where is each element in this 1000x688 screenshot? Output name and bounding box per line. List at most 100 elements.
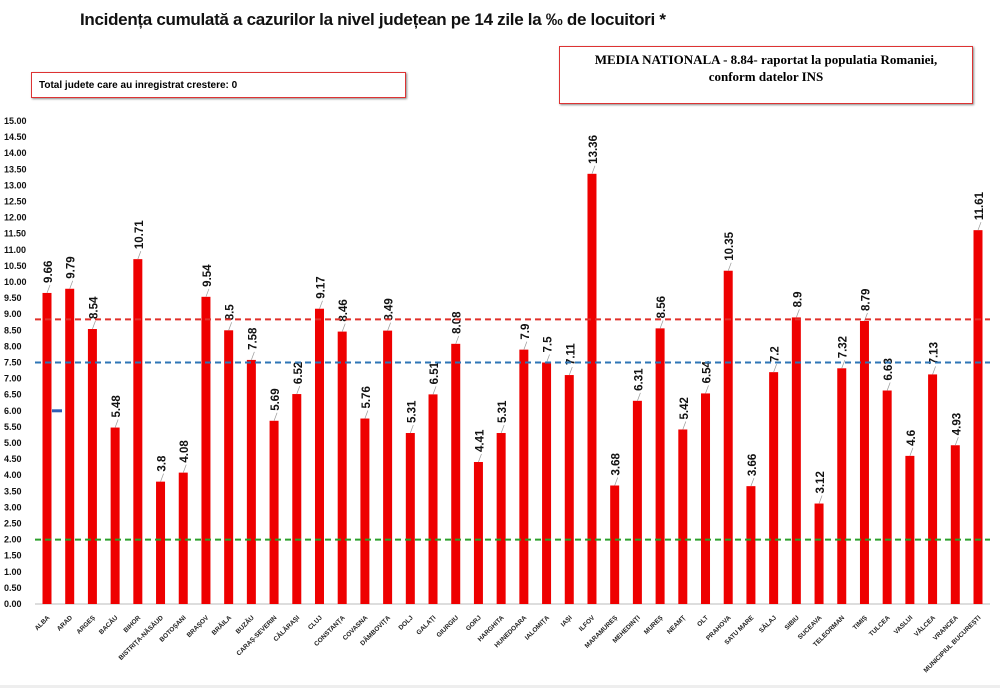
data-label: 4.6 (906, 430, 918, 446)
category-label: GIURGIU (436, 614, 461, 639)
bar (405, 433, 415, 604)
data-label-leader (228, 322, 232, 331)
bar (882, 390, 892, 604)
data-label: 7.5 (543, 336, 555, 353)
y-tick-label: 13.50 (4, 164, 27, 174)
data-label: 5.31 (497, 400, 509, 423)
counties-increase-box: Total judete care au inregistrat crester… (31, 72, 406, 98)
data-label: 6.31 (633, 368, 645, 391)
data-label-leader (341, 323, 346, 332)
data-label: 3.12 (815, 471, 827, 493)
bar (269, 420, 279, 604)
y-tick-label: 7.00 (4, 374, 22, 384)
data-label: 4.08 (179, 440, 191, 463)
bar (655, 328, 665, 604)
category-label: TULCEA (868, 614, 892, 638)
bar (837, 368, 847, 604)
bar (564, 375, 574, 604)
data-label-leader (568, 366, 573, 376)
data-label: 7.13 (929, 342, 941, 364)
y-tick-label: 3.00 (4, 502, 22, 512)
y-tick-label: 9.00 (4, 309, 22, 319)
category-label: GALAȚI (415, 614, 437, 636)
data-label-leader (705, 385, 709, 394)
data-label-leader (409, 424, 414, 434)
data-label: 8.49 (384, 298, 396, 320)
data-label-leader (432, 386, 437, 395)
data-label: 8.79 (860, 289, 872, 311)
bar (973, 230, 983, 604)
data-label-leader (546, 354, 550, 363)
data-label: 9.17 (315, 276, 327, 298)
data-label: 6.51 (429, 361, 441, 384)
y-tick-label: 8.50 (4, 325, 22, 335)
data-label: 8.46 (338, 299, 350, 321)
data-label: 6.52 (293, 362, 305, 384)
data-label-leader (864, 312, 868, 322)
chart-title: Incidența cumulată a cazurilor la nivel … (80, 10, 666, 29)
data-label-leader (500, 424, 505, 434)
y-tick-label: 4.50 (4, 454, 22, 464)
bar (905, 455, 915, 604)
category-label: SIBIU (784, 614, 801, 631)
data-label: 9.79 (66, 256, 78, 278)
data-label: 5.69 (270, 388, 282, 410)
bar (292, 394, 302, 604)
bar (950, 445, 960, 604)
y-tick-label: 5.00 (4, 438, 22, 448)
data-label: 8.5 (225, 304, 237, 321)
data-label-leader (637, 392, 641, 401)
bar (814, 503, 824, 604)
data-label: 5.42 (679, 397, 691, 419)
category-label: DOLJ (398, 614, 415, 631)
data-label-leader (773, 364, 777, 373)
bar (246, 359, 256, 604)
category-label: VASLUI (893, 614, 915, 636)
data-label-leader (523, 341, 528, 350)
category-label: MUREȘ (643, 614, 665, 636)
y-tick-label: 6.00 (4, 406, 22, 416)
category-label: NEAMȚ (666, 614, 687, 635)
data-label: 8.54 (88, 296, 100, 319)
data-label: 10.71 (134, 220, 146, 249)
data-label: 4.41 (474, 429, 486, 452)
category-label: ARAD (56, 614, 74, 632)
y-tick-label: 14.50 (4, 132, 27, 142)
bar (156, 481, 166, 604)
data-label: 8.08 (452, 311, 464, 334)
data-label: 11.61 (974, 191, 986, 220)
y-tick-label: 2.00 (4, 535, 22, 545)
data-label-leader (727, 262, 732, 271)
y-tick-label: 13.00 (4, 180, 27, 190)
data-label: 5.76 (361, 386, 373, 408)
data-label: 6.54 (702, 360, 714, 383)
bar (65, 288, 75, 604)
y-tick-label: 1.00 (4, 567, 22, 577)
bar (587, 173, 597, 605)
bar (723, 270, 733, 604)
data-label: 4.93 (951, 413, 963, 435)
y-tick-label: 9.50 (4, 293, 22, 303)
data-label: 13.36 (588, 135, 600, 164)
category-label: BRĂILA (209, 613, 233, 637)
category-label: CLUJ (307, 614, 324, 631)
data-label-leader (954, 437, 959, 446)
data-label: 3.66 (747, 454, 759, 476)
bar (314, 308, 324, 604)
data-label-leader (137, 251, 142, 260)
category-label: IAȘI (560, 614, 574, 628)
bar (791, 317, 801, 604)
category-label: BIHOR (122, 614, 142, 634)
data-label-leader (977, 222, 982, 231)
category-label: ARGEȘ (76, 614, 98, 636)
bar (360, 418, 370, 604)
data-label: 9.66 (43, 261, 55, 283)
y-tick-label: 8.00 (4, 341, 22, 351)
category-label: ILFOV (578, 614, 597, 633)
bar (133, 259, 143, 604)
category-label: BUZĂU (233, 613, 256, 636)
y-tick-label: 7.50 (4, 358, 22, 368)
y-tick-label: 0.00 (4, 599, 22, 609)
data-label-leader (160, 473, 164, 482)
